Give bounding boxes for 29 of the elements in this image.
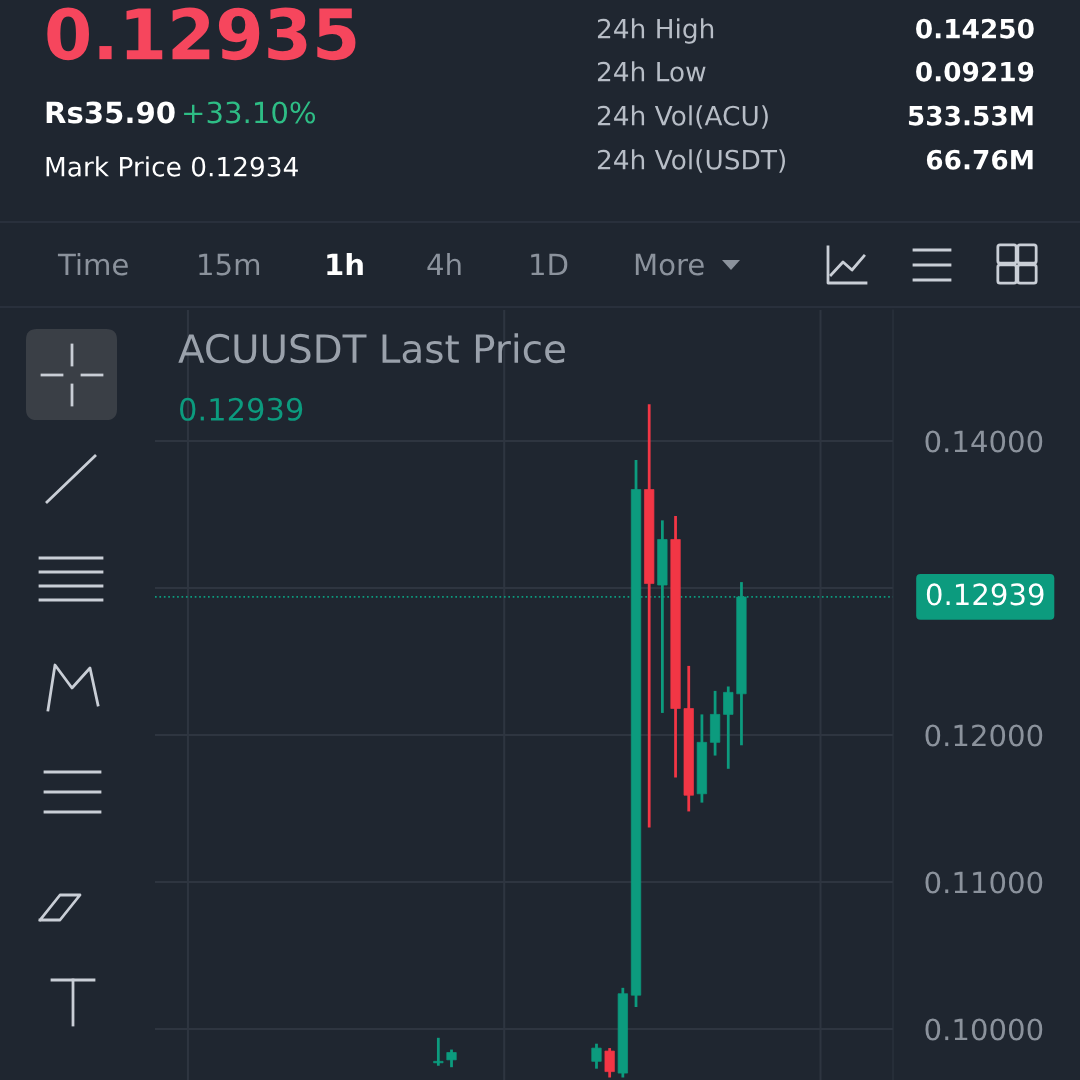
annotation: 0.12939 [180, 397, 303, 421]
text: More [635, 253, 704, 276]
text: 1h [327, 252, 363, 276]
text: +33.10% [184, 101, 316, 124]
y-tick-label: 0.11000 [925, 871, 1043, 894]
y-tick-label: 0.14000 [925, 430, 1043, 453]
chart-title: ACUUSDT Last Price [178, 333, 565, 364]
candlestick [591, 1042, 602, 1071]
text: 0.09219 [916, 61, 1034, 82]
text: 4h [427, 252, 461, 276]
ref-line-label: 0.12939 [926, 583, 1044, 606]
text: 24h Vol(USDT) [597, 149, 785, 173]
text: 0.12935 [47, 7, 356, 61]
text: 24h High [597, 18, 714, 44]
candlestick [723, 685, 734, 771]
text: 24h Low [597, 61, 706, 82]
text: Time [57, 252, 128, 276]
text: 0.14250 [916, 18, 1034, 39]
text: 15m [199, 253, 260, 276]
candlestick [433, 1036, 444, 1068]
y-tick-label: 0.10000 [925, 1018, 1043, 1041]
candlestick [604, 1046, 615, 1079]
text: 24h Vol(ACU) [597, 105, 768, 129]
text: 533.53M [908, 105, 1033, 126]
text: 66.76M [926, 149, 1033, 170]
text: Mark Price 0.12934 [46, 156, 298, 177]
text: Rs35.90 [46, 101, 175, 124]
text: 1D [531, 253, 568, 276]
y-tick-label: 0.12000 [925, 724, 1043, 747]
